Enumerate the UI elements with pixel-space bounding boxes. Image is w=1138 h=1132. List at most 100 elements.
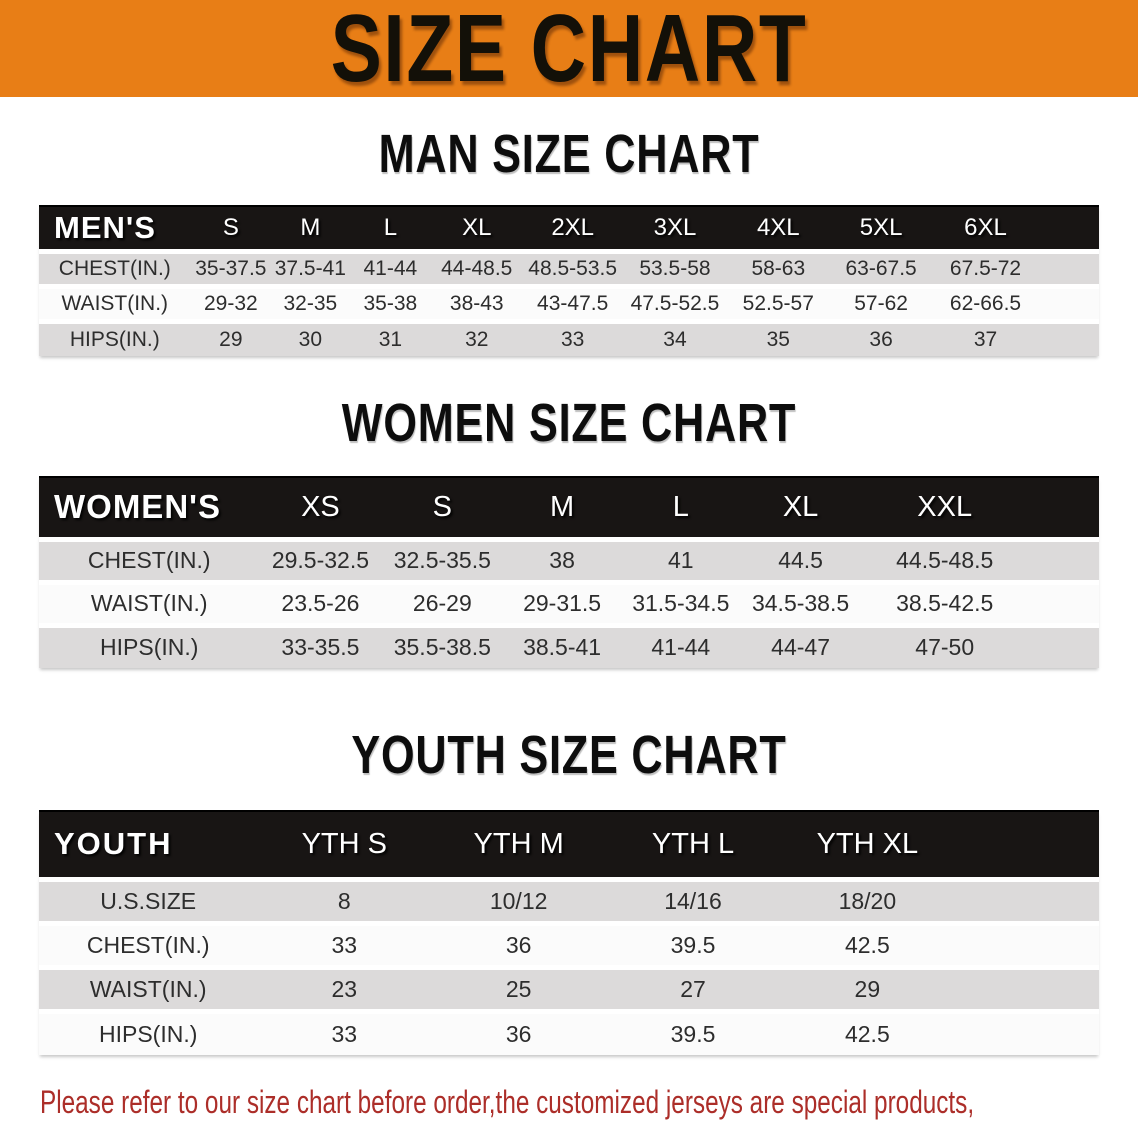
row-label: U.S.SIZE: [39, 876, 258, 923]
row-label: CHEST(IN.): [39, 920, 258, 967]
men-header-row: MEN'S S M L XL 2XL 3XL 4XL 5XL 6XL: [39, 205, 1099, 252]
filler-cell: [1038, 318, 1099, 356]
youth-header-row: YOUTH YTH S YTH M YTH L YTH XL: [39, 810, 1099, 880]
row-label: CHEST(IN.): [39, 536, 260, 582]
row-label: HIPS(IN.): [39, 622, 260, 668]
men-size-header: 5XL: [829, 205, 933, 252]
size-value-cell: 41-44: [349, 248, 432, 286]
youth-section-heading: YOUTH SIZE CHART: [351, 725, 787, 785]
size-value-cell: 33: [522, 318, 624, 356]
size-value-cell: 36: [431, 1008, 607, 1055]
men-size-header: 3XL: [623, 205, 727, 252]
size-value-cell: 23.5-26: [259, 579, 382, 625]
row-label: HIPS(IN.): [39, 1008, 258, 1055]
size-value-cell: 38-43: [431, 283, 523, 321]
filler-cell: [954, 920, 1099, 967]
filler-cell: [954, 810, 1099, 880]
size-value-cell: 36: [431, 920, 607, 967]
size-value-cell: 62-66.5: [932, 283, 1039, 321]
men-section-heading: MAN SIZE CHART: [378, 124, 760, 184]
size-value-cell: 33-35.5: [259, 622, 382, 668]
size-value-cell: 32: [431, 318, 523, 356]
size-value-cell: 43-47.5: [522, 283, 624, 321]
size-value-cell: 53.5-58: [623, 248, 727, 286]
women-size-header: XS: [259, 476, 382, 540]
youth-size-header: YTH XL: [779, 810, 955, 880]
youth-chest-row: CHEST(IN.) 33 36 39.5 42.5: [39, 920, 1099, 967]
youth-waist-row: WAIST(IN.) 23 25 27 29: [39, 964, 1099, 1011]
women-size-header: L: [620, 476, 741, 540]
women-size-header: S: [381, 476, 504, 540]
row-label: WAIST(IN.): [39, 964, 258, 1011]
size-value-cell: 34: [623, 318, 727, 356]
size-value-cell: 25: [431, 964, 607, 1011]
youth-ussize-row: U.S.SIZE 8 10/12 14/16 18/20: [39, 876, 1099, 923]
women-hips-row: HIPS(IN.) 33-35.5 35.5-38.5 38.5-41 41-4…: [39, 622, 1099, 668]
notice-line-2: we don't accept cancel, change, teturn o…: [40, 1126, 874, 1132]
men-size-header: L: [349, 205, 432, 252]
footer-notice: Please refer to our size chart before or…: [40, 1079, 1138, 1132]
women-size-header: M: [503, 476, 621, 540]
youth-size-header: YTH S: [257, 810, 432, 880]
women-waist-row: WAIST(IN.) 23.5-26 26-29 29-31.5 31.5-34…: [39, 579, 1099, 625]
size-value-cell: 35-37.5: [190, 248, 272, 286]
size-value-cell: 42.5: [779, 920, 955, 967]
size-value-cell: 48.5-53.5: [522, 248, 624, 286]
filler-cell: [1038, 248, 1099, 286]
size-value-cell: 27: [606, 964, 780, 1011]
size-value-cell: 30: [271, 318, 350, 356]
size-value-cell: 29-31.5: [503, 579, 621, 625]
women-chest-row: CHEST(IN.) 29.5-32.5 32.5-35.5 38 41 44.…: [39, 536, 1099, 582]
size-value-cell: 26-29: [381, 579, 504, 625]
filler-cell: [954, 1008, 1099, 1055]
size-value-cell: 18/20: [779, 876, 955, 923]
size-value-cell: 36: [829, 318, 933, 356]
filler-cell: [1028, 579, 1099, 625]
filler-cell: [1038, 205, 1099, 252]
size-value-cell: 29: [779, 964, 955, 1011]
size-value-cell: 29: [190, 318, 272, 356]
men-size-header: M: [271, 205, 350, 252]
filler-cell: [954, 964, 1099, 1011]
size-value-cell: 57-62: [829, 283, 933, 321]
size-value-cell: 34.5-38.5: [740, 579, 861, 625]
youth-corner-header: YOUTH: [39, 810, 258, 880]
size-chart-banner: SIZE CHART: [0, 0, 1138, 97]
size-value-cell: 31.5-34.5: [620, 579, 741, 625]
size-value-cell: 39.5: [606, 1008, 780, 1055]
size-value-cell: 14/16: [606, 876, 780, 923]
women-size-header: XXL: [860, 476, 1029, 540]
size-value-cell: 31: [349, 318, 432, 356]
men-size-header: XL: [431, 205, 523, 252]
size-value-cell: 10/12: [431, 876, 607, 923]
size-value-cell: 52.5-57: [726, 283, 830, 321]
women-corner-header: WOMEN'S: [39, 476, 260, 540]
men-size-header: 6XL: [932, 205, 1039, 252]
notice-line-1: Please refer to our size chart before or…: [40, 1084, 975, 1120]
women-size-header: XL: [740, 476, 861, 540]
row-label: WAIST(IN.): [39, 283, 191, 321]
size-value-cell: 29.5-32.5: [259, 536, 382, 582]
men-hips-row: HIPS(IN.) 29 30 31 32 33 34 35 36 37: [39, 318, 1099, 356]
size-value-cell: 63-67.5: [829, 248, 933, 286]
size-value-cell: 33: [257, 1008, 432, 1055]
youth-size-header: YTH L: [606, 810, 780, 880]
size-value-cell: 44-48.5: [431, 248, 523, 286]
size-value-cell: 32.5-35.5: [381, 536, 504, 582]
men-size-header: 2XL: [522, 205, 624, 252]
size-value-cell: 58-63: [726, 248, 830, 286]
size-value-cell: 44.5: [740, 536, 861, 582]
size-value-cell: 42.5: [779, 1008, 955, 1055]
men-waist-row: WAIST(IN.) 29-32 32-35 35-38 38-43 43-47…: [39, 283, 1099, 321]
size-value-cell: 35.5-38.5: [381, 622, 504, 668]
youth-hips-row: HIPS(IN.) 33 36 39.5 42.5: [39, 1008, 1099, 1055]
size-value-cell: 37.5-41: [271, 248, 350, 286]
size-value-cell: 35-38: [349, 283, 432, 321]
row-label: HIPS(IN.): [39, 318, 191, 356]
filler-cell: [1028, 476, 1099, 540]
size-value-cell: 8: [257, 876, 432, 923]
size-value-cell: 32-35: [271, 283, 350, 321]
men-chest-row: CHEST(IN.) 35-37.5 37.5-41 41-44 44-48.5…: [39, 248, 1099, 286]
size-value-cell: 23: [257, 964, 432, 1011]
women-size-table: WOMEN'S XS S M L XL XXL CHEST(IN.) 29.5-…: [39, 476, 1099, 668]
